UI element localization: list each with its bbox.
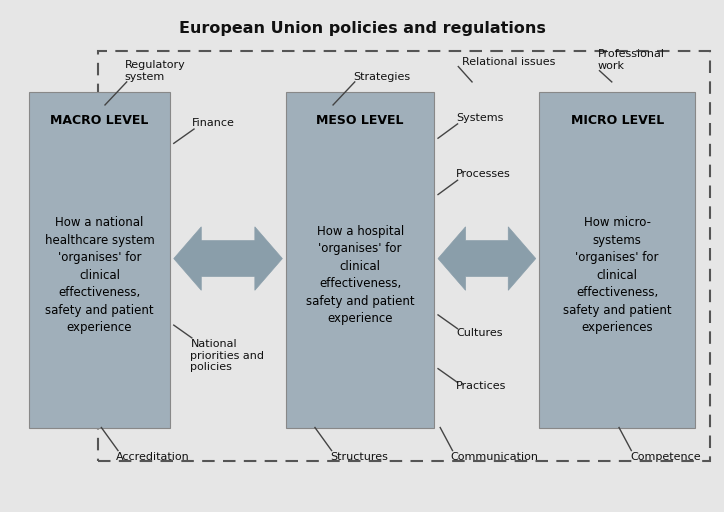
Text: Systems: Systems: [456, 113, 503, 123]
Text: Relational issues: Relational issues: [462, 56, 555, 67]
Text: Professional
work: Professional work: [598, 49, 665, 71]
Text: Processes: Processes: [456, 169, 511, 179]
Bar: [539, 92, 695, 428]
Text: Finance: Finance: [192, 118, 235, 128]
Text: MACRO LEVEL: MACRO LEVEL: [51, 114, 148, 127]
Text: European Union policies and regulations: European Union policies and regulations: [179, 20, 545, 36]
Text: Accreditation: Accreditation: [116, 452, 190, 462]
Text: Regulatory
system: Regulatory system: [125, 60, 185, 82]
Text: Strategies: Strategies: [353, 72, 411, 82]
Polygon shape: [174, 227, 282, 290]
Text: How a national
healthcare system
'organises' for
clinical
effectiveness,
safety : How a national healthcare system 'organi…: [45, 216, 154, 334]
Polygon shape: [438, 227, 536, 290]
Text: Competence: Competence: [630, 452, 701, 462]
Bar: [98, 51, 710, 461]
Text: How a hospital
'organises' for
clinical
effectiveness,
safety and patient
experi: How a hospital 'organises' for clinical …: [306, 225, 415, 326]
Text: National
priorities and
policies: National priorities and policies: [190, 339, 264, 372]
Bar: [29, 92, 170, 428]
Text: Structures: Structures: [330, 452, 388, 462]
Text: MESO LEVEL: MESO LEVEL: [316, 114, 404, 127]
Text: How micro-
systems
'organises' for
clinical
effectiveness,
safety and patient
ex: How micro- systems 'organises' for clini…: [563, 216, 672, 334]
Text: MICRO LEVEL: MICRO LEVEL: [571, 114, 664, 127]
Text: Cultures: Cultures: [456, 328, 502, 338]
Bar: [286, 92, 434, 428]
Text: Communication: Communication: [450, 452, 539, 462]
Text: Practices: Practices: [456, 381, 507, 392]
